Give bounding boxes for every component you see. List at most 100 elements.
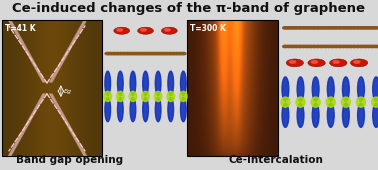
Circle shape (294, 45, 299, 48)
Circle shape (115, 52, 120, 55)
Circle shape (315, 45, 321, 48)
Circle shape (308, 59, 325, 67)
Bar (2, 20, 102, 156)
Ellipse shape (180, 97, 186, 122)
Circle shape (158, 52, 163, 55)
Ellipse shape (373, 77, 378, 101)
Circle shape (128, 52, 133, 55)
Circle shape (290, 27, 295, 29)
Circle shape (117, 29, 122, 31)
Ellipse shape (142, 91, 149, 101)
Ellipse shape (342, 103, 349, 127)
Circle shape (373, 45, 378, 48)
Ellipse shape (281, 97, 290, 107)
Circle shape (312, 27, 317, 29)
Ellipse shape (180, 71, 186, 96)
Circle shape (326, 27, 332, 29)
Circle shape (319, 45, 324, 48)
Ellipse shape (282, 77, 289, 101)
Circle shape (315, 27, 321, 29)
Ellipse shape (105, 97, 111, 122)
Circle shape (118, 52, 124, 55)
Circle shape (121, 52, 127, 55)
Ellipse shape (311, 97, 320, 107)
Text: Ce-induced changes of the π-band of graphene: Ce-induced changes of the π-band of grap… (12, 2, 366, 15)
Ellipse shape (297, 77, 304, 101)
Circle shape (333, 45, 339, 48)
Circle shape (333, 27, 339, 29)
Circle shape (283, 45, 288, 48)
Circle shape (348, 45, 353, 48)
Bar (187, 20, 278, 156)
Ellipse shape (116, 91, 124, 101)
Circle shape (151, 52, 156, 55)
Ellipse shape (282, 103, 289, 127)
Ellipse shape (358, 103, 364, 127)
Ellipse shape (296, 97, 305, 107)
Circle shape (311, 61, 318, 63)
Circle shape (337, 45, 342, 48)
Text: Band gap opening: Band gap opening (16, 155, 124, 165)
Circle shape (161, 27, 177, 34)
Ellipse shape (327, 77, 334, 101)
Circle shape (287, 27, 292, 29)
Text: T=300 K: T=300 K (190, 24, 226, 33)
Ellipse shape (105, 71, 111, 96)
Circle shape (171, 52, 176, 55)
Ellipse shape (167, 91, 175, 101)
Ellipse shape (341, 97, 350, 107)
Circle shape (330, 27, 335, 29)
Circle shape (286, 59, 304, 67)
Circle shape (167, 52, 173, 55)
Circle shape (323, 27, 328, 29)
Ellipse shape (155, 97, 161, 122)
Ellipse shape (297, 103, 304, 127)
Ellipse shape (372, 97, 378, 107)
Circle shape (308, 45, 313, 48)
Circle shape (319, 27, 324, 29)
Circle shape (135, 52, 140, 55)
Ellipse shape (326, 97, 335, 107)
Circle shape (305, 45, 310, 48)
Circle shape (290, 45, 295, 48)
Circle shape (297, 45, 302, 48)
Ellipse shape (154, 91, 162, 101)
Circle shape (341, 45, 346, 48)
Circle shape (154, 52, 160, 55)
Circle shape (363, 27, 368, 29)
Circle shape (370, 45, 375, 48)
Ellipse shape (180, 91, 187, 101)
Circle shape (181, 52, 186, 55)
Circle shape (344, 27, 350, 29)
Circle shape (290, 61, 296, 63)
Circle shape (350, 59, 368, 67)
Ellipse shape (118, 71, 123, 96)
Ellipse shape (358, 77, 364, 101)
Circle shape (352, 45, 357, 48)
Circle shape (348, 27, 353, 29)
Circle shape (352, 27, 357, 29)
Circle shape (366, 45, 372, 48)
Text: Eg: Eg (64, 89, 72, 94)
Circle shape (105, 52, 110, 55)
Circle shape (355, 27, 361, 29)
Ellipse shape (130, 97, 136, 122)
Circle shape (287, 45, 292, 48)
Circle shape (330, 45, 335, 48)
Circle shape (326, 45, 332, 48)
Ellipse shape (312, 103, 319, 127)
Circle shape (355, 45, 361, 48)
Circle shape (308, 27, 313, 29)
Circle shape (359, 45, 364, 48)
Circle shape (164, 29, 170, 31)
Circle shape (174, 52, 180, 55)
Ellipse shape (312, 77, 319, 101)
Circle shape (125, 52, 130, 55)
Circle shape (370, 27, 375, 29)
Circle shape (301, 27, 306, 29)
Ellipse shape (342, 77, 349, 101)
Ellipse shape (373, 103, 378, 127)
Circle shape (323, 45, 328, 48)
Circle shape (341, 27, 346, 29)
Circle shape (164, 52, 170, 55)
